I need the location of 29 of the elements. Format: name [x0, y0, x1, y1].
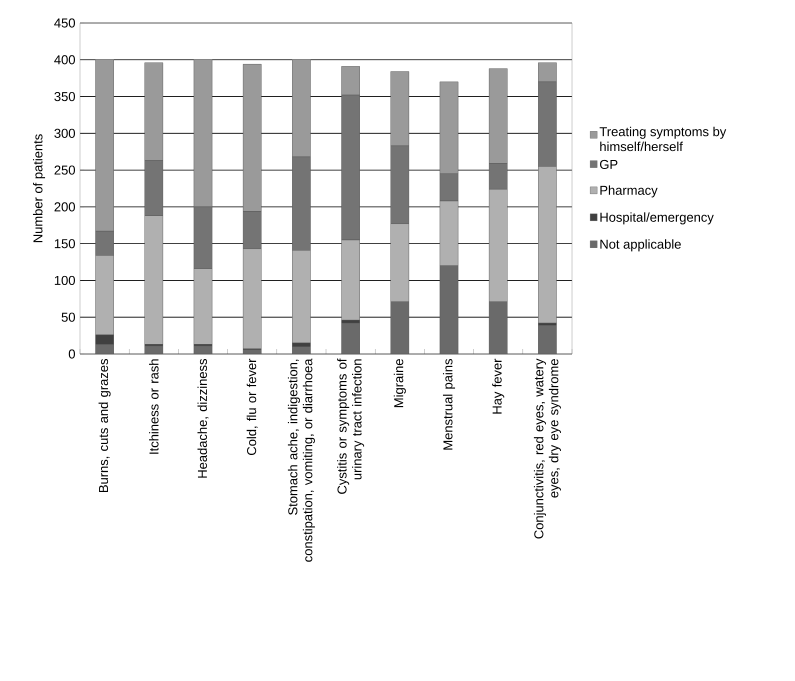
- legend-label: Not applicable: [600, 239, 681, 252]
- y-tick-label: 100: [54, 276, 75, 286]
- x-tick-label: Cystitis or symptoms of urinary tract infection: [337, 358, 364, 494]
- y-tick-label: 300: [54, 128, 75, 138]
- legend-label: GP: [600, 160, 618, 170]
- x-tick-label: Headache, dizziness: [197, 358, 209, 478]
- x-tick-label: Conjunctivitis, red eyes, watery eyes, dry eye syndrome: [534, 358, 561, 539]
- y-tick-label: 350: [54, 92, 75, 102]
- legend-label: Treating symptoms by himself/herself: [600, 126, 726, 152]
- bar: [538, 325, 557, 354]
- x-tick-label: Stomach ache, indigestion, constipation, vomiting, or diarrhoea: [288, 358, 315, 562]
- y-tick-label: 400: [54, 55, 75, 64]
- y-tick-label: 150: [54, 239, 75, 248]
- y-tick-label: 50: [62, 312, 75, 322]
- y-tick-label: 0: [68, 349, 75, 359]
- x-tick-label: Itchiness or rash: [149, 359, 159, 454]
- bar: [292, 346, 311, 354]
- y-tick-label: 200: [54, 202, 75, 212]
- x-tick-label: Menstrual pains: [442, 358, 456, 450]
- legend-label: Pharmacy: [600, 185, 658, 198]
- legend-label: Hospital/emergency: [600, 212, 714, 224]
- y-tick-label: 450: [54, 18, 75, 28]
- x-tick-label: Burns, cuts and grazes: [98, 358, 111, 492]
- bar: [341, 322, 360, 354]
- y-axis-title: Number of patients: [32, 134, 46, 242]
- y-tick-label: 250: [54, 166, 75, 175]
- x-tick-label: Hay fever: [492, 358, 504, 414]
- x-tick-label: Migraine: [394, 359, 406, 408]
- x-tick-label: Cold, flu or fever: [246, 358, 258, 456]
